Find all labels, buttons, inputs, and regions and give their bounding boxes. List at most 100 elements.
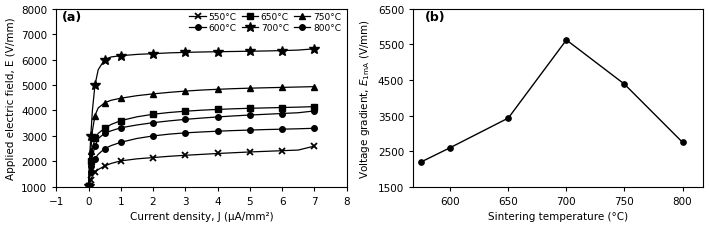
600°C — [101, 148, 109, 150]
700°C — [165, 52, 174, 55]
Line: 650°C: 650°C — [86, 104, 317, 189]
750°C — [107, 99, 116, 102]
550°C — [262, 150, 270, 153]
700°C — [181, 52, 189, 54]
800°C — [181, 118, 189, 121]
700°C — [149, 53, 157, 56]
550°C — [197, 153, 206, 156]
550°C — [294, 149, 303, 152]
800°C — [91, 145, 99, 148]
800°C — [294, 112, 303, 115]
700°C — [116, 55, 125, 58]
750°C — [85, 168, 94, 171]
600°C — [262, 129, 270, 131]
800°C — [310, 110, 318, 113]
550°C — [86, 179, 95, 181]
550°C — [149, 156, 157, 159]
650°C — [149, 114, 157, 116]
750°C — [278, 87, 286, 89]
700°C — [84, 184, 93, 187]
650°C — [84, 184, 93, 187]
650°C — [86, 160, 95, 163]
550°C — [94, 168, 103, 171]
550°C — [107, 162, 116, 165]
700°C — [94, 69, 103, 72]
650°C — [85, 173, 94, 176]
800°C — [245, 114, 254, 117]
800°C — [94, 138, 103, 140]
X-axis label: Current density, J (μA/mm²): Current density, J (μA/mm²) — [130, 212, 273, 222]
800°C — [86, 165, 95, 168]
750°C — [88, 130, 96, 133]
Line: 550°C: 550°C — [85, 143, 318, 189]
650°C — [91, 138, 99, 140]
800°C — [213, 116, 222, 119]
600°C — [294, 128, 303, 131]
750°C — [133, 95, 141, 98]
800°C — [88, 155, 96, 158]
650°C — [213, 109, 222, 111]
750°C — [101, 102, 109, 105]
800°C — [149, 122, 157, 124]
800°C — [85, 175, 94, 178]
700°C — [245, 51, 254, 53]
750°C — [149, 93, 157, 96]
600°C — [181, 132, 189, 135]
X-axis label: Sintering temperature (°C): Sintering temperature (°C) — [489, 212, 628, 222]
650°C — [262, 107, 270, 110]
700°C — [230, 51, 238, 54]
750°C — [294, 86, 303, 89]
750°C — [86, 150, 95, 153]
550°C — [310, 145, 318, 148]
800°C — [116, 127, 125, 130]
600°C — [149, 135, 157, 138]
Line: 800°C: 800°C — [86, 109, 317, 189]
Line: 750°C: 750°C — [85, 84, 318, 189]
750°C — [165, 91, 174, 94]
600°C — [310, 127, 318, 130]
600°C — [197, 131, 206, 134]
700°C — [86, 135, 95, 138]
700°C — [101, 59, 109, 62]
650°C — [107, 123, 116, 126]
Y-axis label: Applied electric field, E (V/mm): Applied electric field, E (V/mm) — [6, 17, 16, 179]
650°C — [294, 106, 303, 109]
800°C — [262, 114, 270, 116]
600°C — [245, 129, 254, 132]
550°C — [278, 150, 286, 152]
600°C — [94, 153, 103, 156]
750°C — [213, 89, 222, 91]
700°C — [88, 110, 96, 112]
650°C — [88, 148, 96, 150]
600°C — [230, 130, 238, 132]
550°C — [245, 151, 254, 154]
700°C — [262, 50, 270, 53]
Text: (a): (a) — [62, 11, 82, 24]
650°C — [116, 120, 125, 122]
Line: 700°C: 700°C — [84, 45, 319, 191]
800°C — [197, 117, 206, 120]
600°C — [165, 133, 174, 136]
700°C — [91, 84, 99, 87]
650°C — [197, 109, 206, 112]
750°C — [262, 87, 270, 90]
600°C — [88, 163, 96, 165]
650°C — [310, 106, 318, 109]
750°C — [230, 88, 238, 91]
750°C — [84, 184, 93, 187]
600°C — [133, 138, 141, 140]
550°C — [116, 160, 125, 163]
750°C — [245, 87, 254, 90]
750°C — [181, 90, 189, 93]
550°C — [213, 153, 222, 155]
650°C — [245, 107, 254, 110]
700°C — [85, 160, 94, 163]
750°C — [310, 86, 318, 89]
550°C — [181, 154, 189, 157]
550°C — [84, 184, 93, 187]
650°C — [181, 110, 189, 113]
650°C — [133, 116, 141, 119]
800°C — [101, 132, 109, 135]
650°C — [101, 127, 109, 130]
550°C — [101, 165, 109, 168]
